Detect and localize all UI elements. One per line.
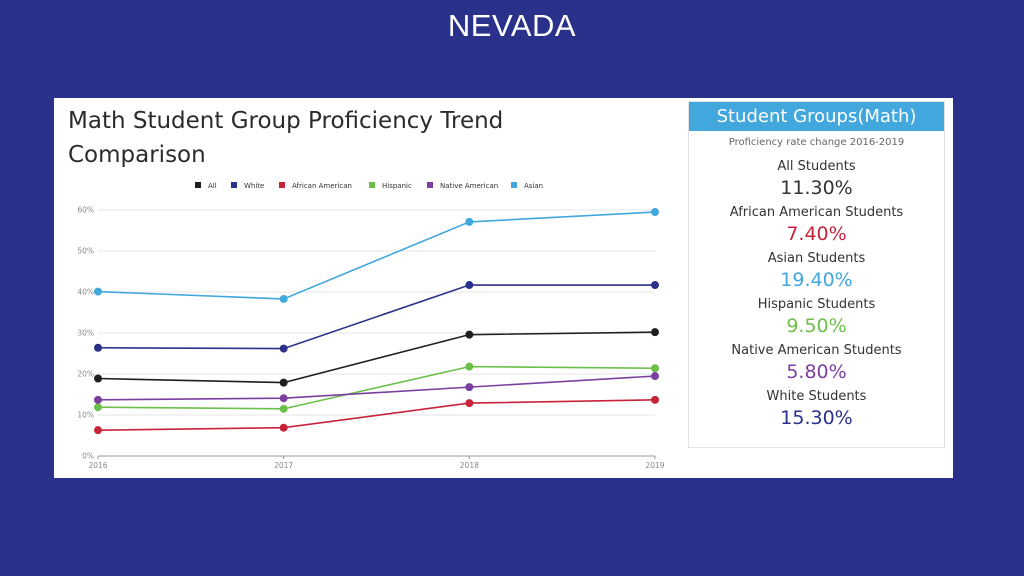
- data-point: [465, 399, 474, 408]
- stat-value: 9.50%: [786, 315, 847, 337]
- stat-item: African American Students 7.40%: [689, 204, 944, 250]
- x-tick-label: 2018: [460, 461, 479, 470]
- legend-swatch: [511, 182, 517, 188]
- stats-card: Student Groups(Math) Proficiency rate ch…: [688, 101, 945, 448]
- legend-swatch: [279, 182, 285, 188]
- data-point: [279, 294, 288, 303]
- y-tick-label: 30%: [77, 329, 94, 338]
- data-point: [94, 395, 102, 404]
- legend-label: Hispanic: [382, 182, 412, 190]
- chart-title: Math Student Group Proficiency Trend Com…: [68, 104, 588, 172]
- data-point: [279, 394, 288, 403]
- data-point: [94, 374, 102, 383]
- stat-item: Hispanic Students 9.50%: [689, 296, 944, 342]
- x-tick-label: 2017: [274, 461, 293, 470]
- x-axis: 2016 2017 2018 2019: [88, 456, 665, 470]
- data-point: [651, 208, 659, 217]
- y-tick-label: 40%: [77, 288, 94, 297]
- y-tick-label: 60%: [77, 206, 94, 215]
- stat-value: 19.40%: [780, 269, 853, 291]
- x-tick-label: 2016: [88, 461, 107, 470]
- legend-label: Asian: [524, 182, 543, 190]
- data-point: [94, 403, 102, 412]
- data-point: [651, 372, 659, 381]
- chart-panel: Math Student Group Proficiency Trend Com…: [54, 98, 953, 478]
- legend-label: Native American: [440, 182, 498, 190]
- stat-label: Hispanic Students: [757, 297, 876, 312]
- data-point: [279, 404, 288, 413]
- y-tick-label: 0%: [82, 452, 94, 461]
- stat-item: Native American Students 5.80%: [689, 342, 944, 388]
- series-line: [97, 284, 655, 350]
- data-point: [651, 328, 659, 337]
- data-point: [94, 287, 102, 296]
- legend-label: All: [208, 182, 217, 190]
- stat-label: African American Students: [729, 205, 904, 220]
- stat-item: White Students 15.30%: [689, 388, 944, 434]
- data-point: [279, 423, 288, 432]
- series-line: [97, 399, 656, 431]
- data-point: [465, 217, 474, 226]
- data-point: [651, 395, 659, 404]
- chart-title-line-2: Comparison: [68, 142, 206, 168]
- stat-label: Asian Students: [767, 251, 866, 266]
- series-line: [97, 375, 656, 401]
- slide-title: NEVADA: [447, 8, 577, 43]
- data-point: [465, 281, 474, 290]
- stats-list: All Students 11.30% African American Stude…: [689, 158, 944, 434]
- data-point: [94, 426, 102, 435]
- stat-value: 11.30%: [780, 177, 853, 199]
- legend-label: African American: [292, 182, 352, 190]
- chart-title-line-1: Math Student Group Proficiency Trend: [68, 108, 504, 134]
- y-axis: 0% 10% 20% 30% 40% 50% 60%: [77, 206, 94, 461]
- data-point: [465, 330, 474, 339]
- legend-swatch: [231, 182, 237, 188]
- stat-label: All Students: [777, 159, 856, 174]
- stat-item: All Students 11.30%: [689, 158, 944, 204]
- stat-value: 15.30%: [780, 407, 853, 429]
- series-line: [97, 365, 656, 410]
- chart-legend: All White African American Hispanic Native A…: [195, 182, 543, 190]
- y-tick-label: 50%: [77, 247, 94, 256]
- data-point: [279, 344, 288, 353]
- stat-value: 5.80%: [786, 361, 847, 383]
- data-point: [651, 364, 659, 373]
- stats-subtitle: Proficiency rate change 2016-2019: [728, 137, 905, 148]
- legend-swatch: [427, 182, 433, 188]
- data-point: [651, 281, 659, 290]
- y-tick-label: 20%: [77, 370, 94, 379]
- line-chart: All White African American Hispanic Native A…: [77, 182, 665, 470]
- data-point: [465, 362, 474, 371]
- data-point: [465, 383, 474, 392]
- stat-label: White Students: [766, 389, 867, 404]
- x-tick-label: 2019: [645, 461, 664, 470]
- y-tick-label: 10%: [77, 411, 94, 420]
- legend-swatch: [369, 182, 375, 188]
- legend-label: White: [244, 182, 264, 190]
- legend-swatch: [195, 182, 201, 188]
- series-line: [97, 211, 656, 300]
- series-lines: [97, 211, 656, 431]
- stat-value: 7.40%: [786, 223, 847, 245]
- data-point: [279, 378, 288, 387]
- series-line: [97, 331, 656, 384]
- stat-item: Asian Students 19.40%: [689, 250, 944, 296]
- data-point: [94, 343, 102, 352]
- series-points: [94, 208, 659, 435]
- stats-header: Student Groups(Math): [689, 102, 944, 131]
- stat-label: Native American Students: [731, 343, 902, 358]
